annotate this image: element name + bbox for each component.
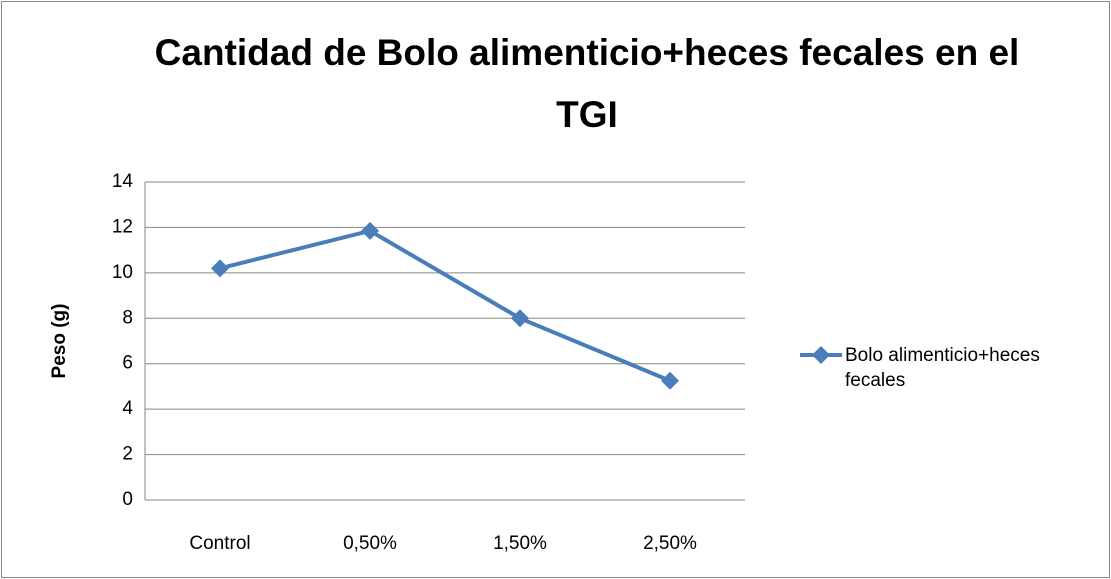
series-line [219, 228, 671, 383]
data-point [211, 259, 229, 278]
chart-title: Cantidad de Bolo alimenticio+heces fecal… [154, 32, 1020, 135]
data-point [361, 221, 379, 240]
x-tick-label: Control [189, 533, 250, 554]
y-tick-label: 4 [122, 398, 133, 419]
y-tick-label: 0 [122, 489, 133, 510]
y-tick-label: 10 [112, 262, 133, 283]
y-tick-label: 12 [112, 216, 133, 237]
legend-label: Bolo alimenticio+heces fecales [845, 345, 1040, 391]
y-tick-label: 6 [122, 353, 133, 374]
legend-marker [812, 346, 830, 364]
y-tick-label: 2 [122, 444, 133, 465]
y-tick-label: 14 [112, 171, 134, 192]
x-tick-label: 0,50% [343, 533, 397, 554]
y-tick-label: 8 [122, 307, 133, 328]
data-point [661, 371, 679, 390]
x-tick-label: 1,50% [493, 533, 547, 554]
y-axis-label: Peso (g) [49, 304, 70, 379]
x-tick-label: 2,50% [643, 533, 697, 554]
data-point [511, 309, 529, 328]
